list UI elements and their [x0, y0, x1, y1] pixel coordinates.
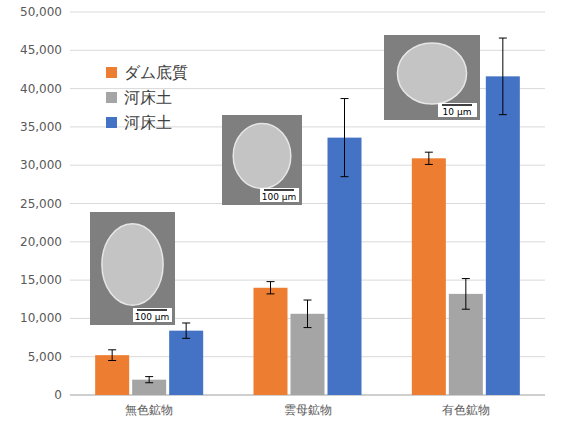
error-cap: [425, 164, 433, 165]
grid-line: [70, 12, 545, 13]
error-cap: [499, 114, 507, 115]
inset-image: [384, 35, 480, 120]
y-tick-label: 10,000: [20, 311, 62, 325]
error-stem: [307, 300, 308, 328]
scale-bar: [137, 309, 167, 311]
y-tick-label: 15,000: [20, 273, 62, 287]
y-tick-label: 40,000: [20, 82, 62, 96]
error-bar: [182, 323, 190, 338]
error-bar: [499, 38, 507, 115]
error-bar: [425, 152, 433, 164]
legend-swatch: [106, 92, 117, 103]
legend-label: 河床土: [124, 88, 172, 107]
scale-bar-bg: [133, 308, 172, 322]
error-bar: [145, 377, 153, 383]
bars: [95, 38, 520, 395]
error-cap: [267, 281, 275, 282]
error-cap: [462, 278, 470, 279]
legend-label: 河床土: [124, 113, 172, 132]
y-tick-label: 45,000: [20, 43, 62, 57]
legend-label: ダム底質: [124, 63, 188, 82]
error-stem: [270, 282, 271, 294]
bar: [486, 76, 520, 395]
scale-bar: [442, 104, 472, 106]
error-cap: [341, 176, 349, 177]
error-stem: [112, 350, 113, 361]
error-cap: [145, 382, 153, 383]
y-tick-label: 0: [54, 388, 62, 402]
error-cap: [341, 98, 349, 99]
bar: [254, 288, 288, 395]
error-stem: [502, 38, 503, 115]
x-tick-label: 無色鉱物: [125, 403, 173, 417]
error-stem: [344, 99, 345, 177]
error-bar: [462, 279, 470, 310]
legend: ダム底質河床土河床土: [106, 63, 188, 132]
bar: [412, 158, 446, 395]
bar: [328, 138, 362, 395]
legend-swatch: [106, 67, 117, 78]
error-stem: [428, 152, 429, 164]
grid: [70, 12, 545, 395]
x-tick-label: 有色鉱物: [442, 403, 490, 417]
error-cap: [304, 300, 312, 301]
y-tick-label: 5,000: [28, 350, 62, 364]
inset-particle: [397, 43, 466, 104]
inset-particle: [102, 224, 163, 305]
error-cap: [462, 309, 470, 310]
scale-bar-label: 100 µm: [135, 312, 170, 322]
bar: [169, 331, 203, 395]
x-tick-label: 雲母鉱物: [284, 403, 332, 417]
grid-line: [70, 203, 545, 204]
error-cap: [145, 376, 153, 377]
error-cap: [182, 338, 190, 339]
error-cap: [425, 152, 433, 153]
bar: [95, 355, 129, 395]
chart: 0 5,000 10,000 15,000 20,000 25,000 30,000 35,0…: [0, 0, 563, 423]
error-bar: [304, 300, 312, 328]
y-tick-label: 50,000: [20, 5, 62, 19]
error-cap: [108, 360, 116, 361]
error-bar: [108, 350, 116, 361]
error-cap: [267, 293, 275, 294]
y-tick-label: 35,000: [20, 120, 62, 134]
error-stem: [186, 323, 187, 338]
error-stem: [149, 377, 150, 383]
bar: [449, 294, 483, 395]
inset-particle: [233, 124, 291, 189]
error-stem: [465, 279, 466, 310]
error-cap: [108, 349, 116, 350]
inset-image: [90, 212, 175, 325]
scale-bar: [264, 189, 294, 191]
y-tick-label: 20,000: [20, 235, 62, 249]
error-cap: [499, 38, 507, 39]
error-cap: [182, 322, 190, 323]
grid-line: [70, 165, 545, 166]
error-cap: [304, 327, 312, 328]
scale-bar-bg: [260, 188, 299, 202]
inset-image: [222, 115, 302, 205]
scale-bar-bg: [438, 103, 477, 117]
scale-bar-label: 10 µm: [443, 107, 472, 117]
error-bar: [341, 99, 349, 177]
y-tick-label: 25,000: [20, 197, 62, 211]
error-bar: [267, 282, 275, 294]
scale-bar-label: 100 µm: [262, 192, 297, 202]
legend-swatch: [106, 117, 117, 128]
y-tick-label: 30,000: [20, 158, 62, 172]
